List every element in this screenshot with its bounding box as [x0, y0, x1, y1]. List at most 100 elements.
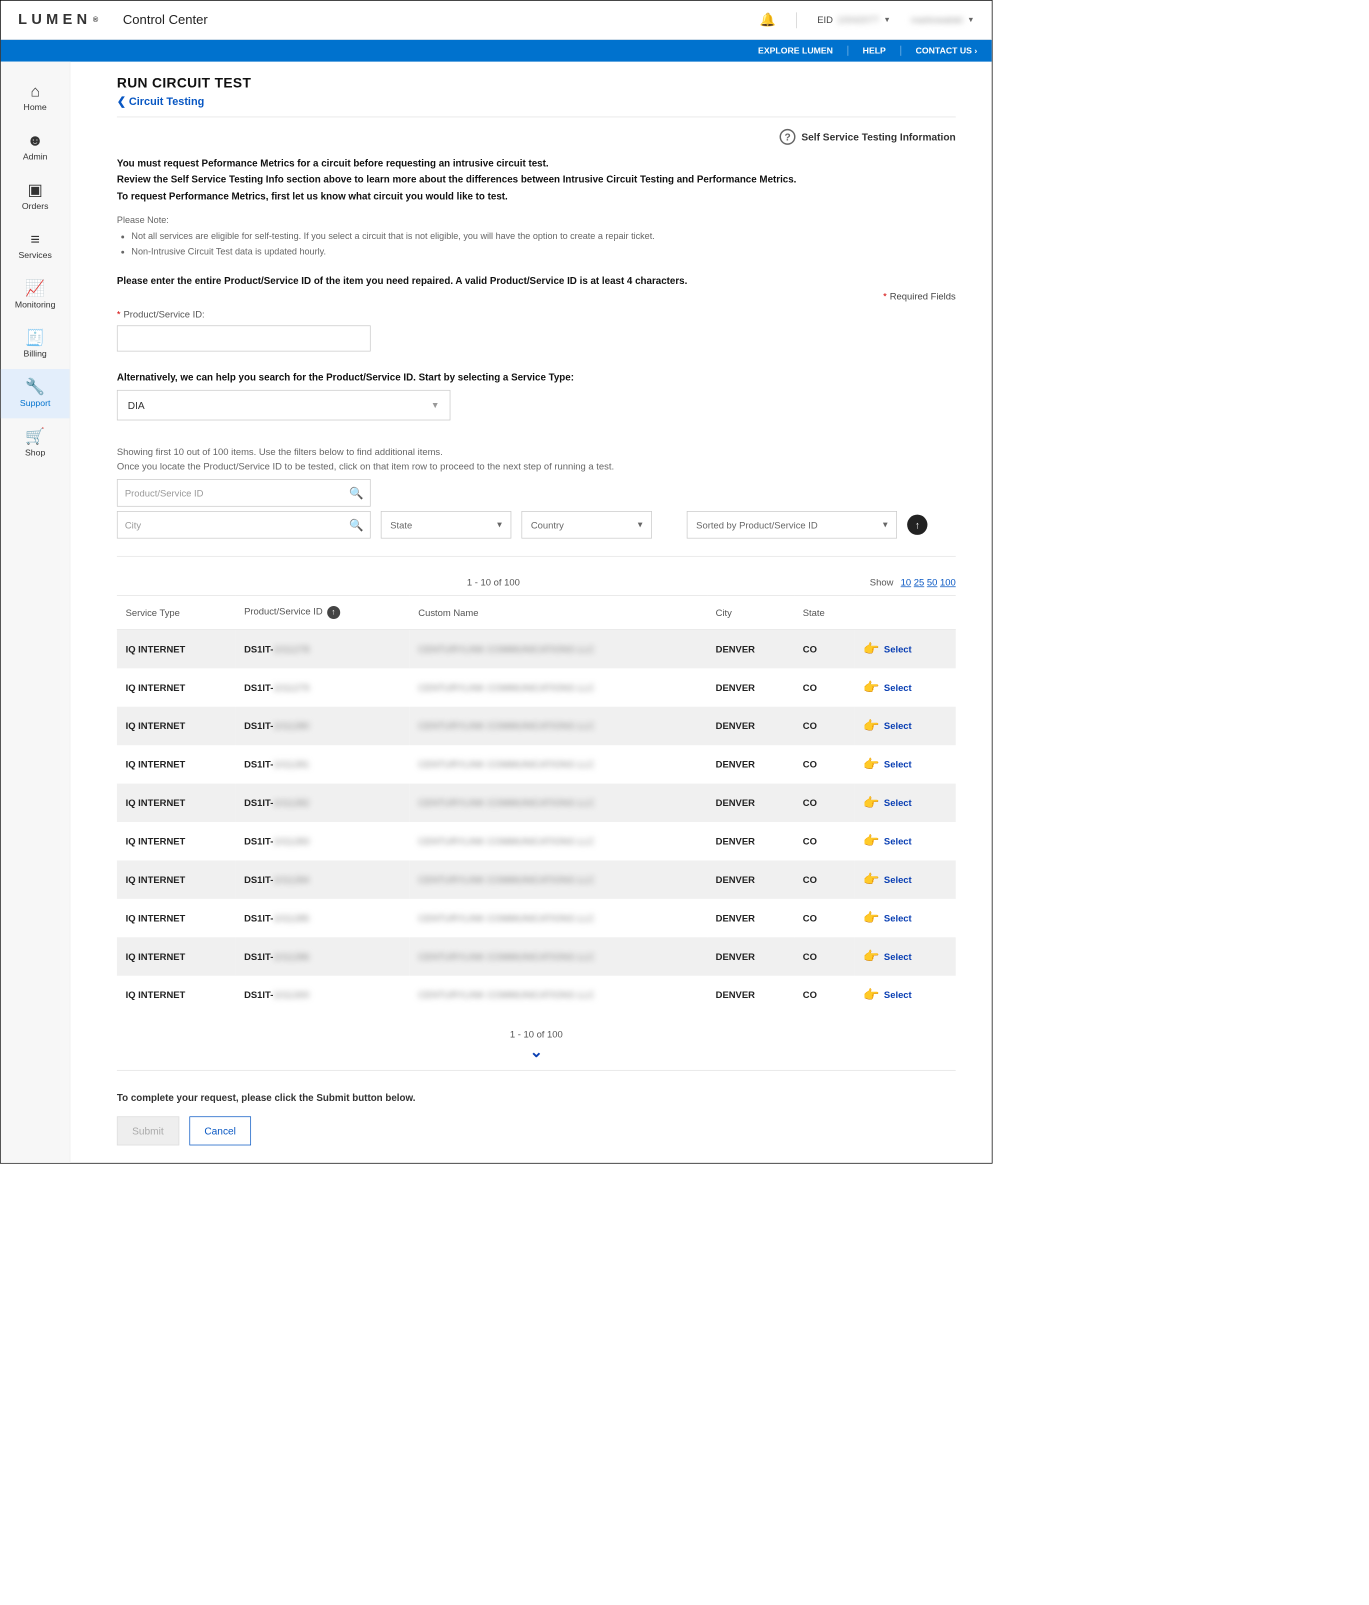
sidebar-item-orders[interactable]: ▣Orders	[1, 172, 70, 221]
filter-state-select[interactable]: State ▾	[381, 511, 512, 539]
table-row[interactable]: IQ INTERNETDS1IT-1011281CENTURYLINK COMM…	[117, 745, 956, 783]
monitoring-icon: 📈	[25, 281, 45, 297]
col-custom[interactable]: Custom Name	[409, 596, 706, 630]
cell-service-type: IQ INTERNET	[117, 899, 235, 937]
table-row[interactable]: IQ INTERNETDS1IT-1011280CENTURYLINK COMM…	[117, 707, 956, 745]
sidebar-item-label: Admin	[23, 152, 48, 162]
contact-link[interactable]: CONTACT US ›	[916, 46, 978, 56]
cell-service-type: IQ INTERNET	[117, 822, 235, 860]
cell-custom: CENTURYLINK COMMUNICATIONS LLC	[409, 669, 706, 707]
help-link[interactable]: HELP	[863, 46, 886, 56]
cell-service-type: IQ INTERNET	[117, 938, 235, 976]
eid-label: EID	[817, 15, 833, 26]
col-state[interactable]: State	[794, 596, 855, 630]
col-city[interactable]: City	[707, 596, 794, 630]
pointer-icon: 👉	[863, 796, 879, 811]
user-dropdown[interactable]: markowalski ▼	[911, 15, 974, 26]
utility-bar: EXPLORE LUMEN HELP CONTACT US ›	[1, 40, 992, 62]
sidebar-item-support[interactable]: 🔧Support	[1, 369, 70, 418]
enter-prompt: Please enter the entire Product/Service …	[117, 276, 956, 287]
table-row[interactable]: IQ INTERNETDS1IT-1011283CENTURYLINK COMM…	[117, 822, 956, 860]
select-row-button[interactable]: 👉Select	[863, 872, 947, 887]
select-row-button[interactable]: 👉Select	[863, 911, 947, 926]
select-row-button[interactable]: 👉Select	[863, 719, 947, 734]
sidebar-item-monitoring[interactable]: 📈Monitoring	[1, 270, 70, 319]
chevron-down-icon: ▾	[638, 519, 643, 531]
cell-city: DENVER	[707, 976, 794, 1014]
eid-dropdown[interactable]: EID 10042077 ▼	[817, 15, 891, 26]
service-type-select[interactable]: DIA ▼	[117, 390, 451, 420]
submit-button[interactable]: Submit	[117, 1117, 179, 1146]
cell-custom: CENTURYLINK COMMUNICATIONS LLC	[409, 784, 706, 822]
filter-psid-wrap: 🔍	[117, 479, 371, 507]
filter-city-wrap: 🔍	[117, 511, 371, 539]
home-icon: ⌂	[30, 83, 40, 99]
expand-down-icon[interactable]: ⌄	[529, 1043, 542, 1062]
table-row[interactable]: IQ INTERNETDS1IT-1011278CENTURYLINK COMM…	[117, 630, 956, 669]
filter-city-input[interactable]	[117, 511, 371, 539]
filter-psid-input[interactable]	[117, 479, 371, 507]
sort-direction-button[interactable]: ↑	[907, 515, 927, 535]
cell-psid: DS1IT-1011300	[235, 976, 409, 1014]
pointer-icon: 👉	[863, 757, 879, 772]
table-row[interactable]: IQ INTERNETDS1IT-1011282CENTURYLINK COMM…	[117, 784, 956, 822]
sidebar-item-shop[interactable]: 🛒Shop	[1, 418, 70, 467]
cell-service-type: IQ INTERNET	[117, 669, 235, 707]
cell-custom: CENTURYLINK COMMUNICATIONS LLC	[409, 899, 706, 937]
sidebar-item-services[interactable]: ≡Services	[1, 221, 70, 270]
range-label: 1 - 10 of 100	[510, 1029, 563, 1040]
psid-input[interactable]	[117, 326, 371, 352]
table-row[interactable]: IQ INTERNETDS1IT-1011286CENTURYLINK COMM…	[117, 938, 956, 976]
user-name: markowalski	[911, 15, 963, 26]
admin-icon: ☻	[27, 133, 44, 149]
cell-custom: CENTURYLINK COMMUNICATIONS LLC	[409, 630, 706, 669]
col-psid[interactable]: Product/Service ID↑	[235, 596, 409, 630]
show-10[interactable]: 10	[900, 577, 910, 588]
sort-asc-icon: ↑	[327, 606, 340, 619]
chevron-down-icon: ▼	[884, 16, 891, 24]
table-row[interactable]: IQ INTERNETDS1IT-1011284CENTURYLINK COMM…	[117, 861, 956, 899]
table-row[interactable]: IQ INTERNETDS1IT-1011279CENTURYLINK COMM…	[117, 669, 956, 707]
cell-psid: DS1IT-1011278	[235, 630, 409, 669]
brand-logo: LUMEN®	[18, 12, 102, 29]
select-row-button[interactable]: 👉Select	[863, 988, 947, 1003]
cancel-button[interactable]: Cancel	[189, 1117, 251, 1146]
cell-custom: CENTURYLINK COMMUNICATIONS LLC	[409, 707, 706, 745]
sidebar-item-billing[interactable]: 🧾Billing	[1, 320, 70, 369]
intro-line: Review the Self Service Testing Info sec…	[117, 173, 956, 188]
sort-select[interactable]: Sorted by Product/Service ID ▾	[687, 511, 897, 539]
select-row-button[interactable]: 👉Select	[863, 834, 947, 849]
show-25[interactable]: 25	[914, 577, 924, 588]
cell-state: CO	[794, 669, 855, 707]
col-service-type[interactable]: Service Type	[117, 596, 235, 630]
show-100[interactable]: 100	[940, 577, 956, 588]
cell-psid: DS1IT-1011280	[235, 707, 409, 745]
self-service-info[interactable]: ? Self Service Testing Information	[117, 129, 956, 145]
select-row-button[interactable]: 👉Select	[863, 680, 947, 695]
table-row[interactable]: IQ INTERNETDS1IT-1011300CENTURYLINK COMM…	[117, 976, 956, 1014]
pointer-icon: 👉	[863, 949, 879, 964]
explore-link[interactable]: EXPLORE LUMEN	[758, 46, 833, 56]
chevron-down-icon: ▼	[967, 16, 974, 24]
show-50[interactable]: 50	[927, 577, 937, 588]
notifications-icon[interactable]: 🔔	[760, 12, 776, 27]
breadcrumb-back[interactable]: ❮ Circuit Testing	[117, 95, 956, 108]
cell-city: DENVER	[707, 745, 794, 783]
sidebar-item-admin[interactable]: ☻ Admin	[1, 123, 70, 172]
complete-note: To complete your request, please click t…	[117, 1093, 956, 1104]
filter-country-select[interactable]: Country ▾	[521, 511, 652, 539]
divider	[117, 1070, 956, 1071]
select-row-button[interactable]: 👉Select	[863, 757, 947, 772]
cell-service-type: IQ INTERNET	[117, 861, 235, 899]
select-row-button[interactable]: 👉Select	[863, 949, 947, 964]
cell-state: CO	[794, 976, 855, 1014]
table-row[interactable]: IQ INTERNETDS1IT-1011285CENTURYLINK COMM…	[117, 899, 956, 937]
pointer-icon: 👉	[863, 988, 879, 1003]
orders-icon: ▣	[28, 182, 43, 198]
select-row-button[interactable]: 👉Select	[863, 642, 947, 657]
sidebar-item-home[interactable]: ⌂Home	[1, 73, 70, 122]
select-row-button[interactable]: 👉Select	[863, 796, 947, 811]
cell-custom: CENTURYLINK COMMUNICATIONS LLC	[409, 822, 706, 860]
service-type-value: DIA	[128, 400, 145, 412]
cell-state: CO	[794, 630, 855, 669]
